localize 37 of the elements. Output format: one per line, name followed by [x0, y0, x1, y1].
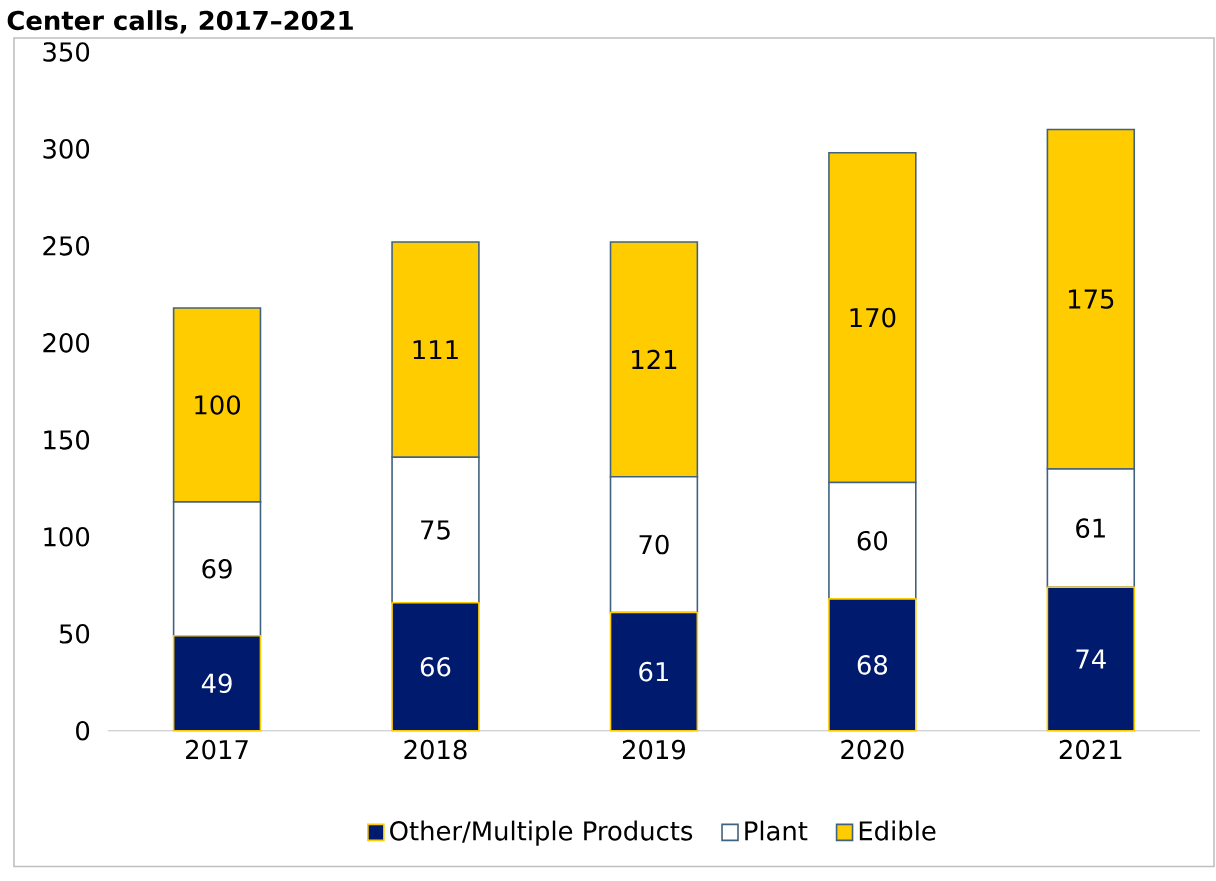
x-tick-label: 2020 [841, 740, 904, 760]
data-label: 68 [857, 655, 888, 675]
data-label: 175 [1068, 289, 1114, 310]
y-tick-label: 200 [43, 333, 90, 353]
y-tick-label: 50 [59, 624, 90, 644]
bar [172, 635, 262, 732]
chart-title: Center calls, 2017–2021 [7, 10, 353, 34]
data-label: 111 [413, 340, 458, 360]
bar [609, 611, 699, 732]
data-label: 74 [1076, 649, 1106, 669]
legend-label: Edible [859, 820, 936, 841]
bar [391, 602, 480, 732]
bar [828, 598, 917, 732]
data-label: 69 [202, 559, 232, 579]
y-tick-label: 250 [43, 236, 90, 256]
y-tick-label: 350 [43, 42, 90, 62]
y-tick-label: 150 [44, 430, 90, 450]
data-label: 61 [1076, 518, 1105, 539]
data-label: 121 [632, 349, 677, 370]
data-label: 66 [420, 657, 451, 677]
y-tick-label: 100 [44, 527, 90, 547]
y-tick-label: 0 [76, 721, 90, 741]
data-label: 60 [857, 531, 888, 551]
legend-label: Other/Multiple Products [390, 820, 693, 846]
legend-label: Plant [745, 820, 808, 841]
data-label: 70 [639, 535, 669, 555]
data-label: 100 [195, 395, 240, 415]
x-tick-label: 2021 [1059, 740, 1122, 760]
bar [1046, 586, 1136, 732]
x-tick-label: 2019 [622, 740, 685, 760]
data-label: 170 [850, 308, 896, 328]
data-label: 49 [201, 673, 232, 694]
x-tick-label: 2017 [186, 740, 248, 760]
data-label: 61 [639, 662, 668, 682]
y-tick-label: 300 [43, 139, 90, 159]
x-tick-label: 2018 [404, 740, 467, 760]
data-label: 75 [421, 520, 450, 540]
